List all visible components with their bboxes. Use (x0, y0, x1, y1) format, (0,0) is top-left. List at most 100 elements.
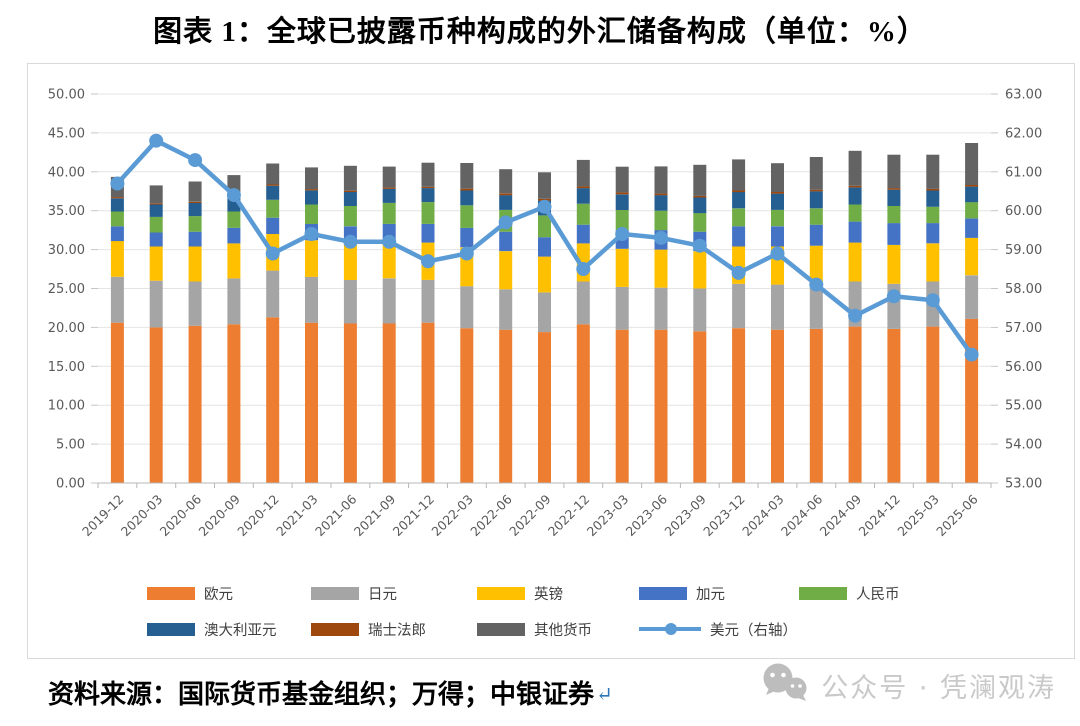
bar-segment (848, 326, 862, 483)
usd-line-marker (537, 199, 552, 214)
bar-segment (188, 325, 202, 483)
x-axis-label: 2024-03 (739, 492, 787, 540)
bar-segment (732, 226, 746, 247)
right-axis-tick-label: 53.00 (1005, 477, 1042, 492)
usd-line-marker (770, 246, 785, 261)
legend-label: 欧元 (204, 586, 233, 603)
bar-segment (149, 246, 163, 281)
bar-segment (460, 188, 474, 191)
bar-segment (538, 256, 551, 293)
x-axis-label: 2022-06 (467, 491, 515, 539)
right-axis-tick-label: 61.00 (1005, 165, 1042, 180)
right-axis-tick-label: 62.00 (1005, 126, 1042, 141)
bar-segment (460, 227, 474, 248)
bar-segment (421, 322, 435, 483)
bar-segment (305, 240, 318, 277)
bar-segment (693, 288, 707, 332)
usd-line-marker (382, 234, 397, 249)
bar-segment (188, 231, 202, 247)
bar-segment (421, 162, 435, 187)
usd-line-marker (226, 188, 241, 203)
legend-item: 美元（右轴） (639, 621, 797, 639)
watermark: 公众号 · 凭澜观涛 (759, 660, 1056, 710)
x-axis-label: 2025-06 (933, 491, 981, 539)
x-axis-label: 2023-03 (584, 492, 632, 540)
x-axis-label: 2020-12 (234, 492, 282, 540)
bar-segment (188, 246, 202, 282)
bar-segment (887, 206, 901, 224)
legend-swatch (799, 586, 847, 600)
bar-segment (188, 281, 202, 326)
bar-segment (576, 224, 590, 244)
bar-segment (149, 216, 163, 233)
usd-line-marker (809, 277, 824, 292)
bar-segment (693, 213, 707, 232)
legend-label: 瑞士法郎 (368, 622, 426, 639)
bar-segment (149, 280, 163, 328)
bar-segment (110, 197, 124, 199)
bar-segment (110, 226, 124, 242)
usd-line-marker (654, 230, 668, 245)
bar-segment (926, 188, 940, 191)
bar-segment (149, 204, 163, 217)
bar-segment (926, 154, 940, 189)
x-axis-label: 2021-06 (312, 491, 360, 539)
bar-2022-09 (538, 172, 551, 483)
bar-2020-06 (188, 181, 202, 483)
bar-segment (693, 331, 707, 483)
bar-2020-12 (266, 163, 280, 483)
bar-segment (149, 203, 163, 205)
bar-segment (110, 276, 124, 323)
bar-segment (343, 192, 357, 206)
legend-line-marker (665, 623, 677, 635)
bar-segment (305, 322, 318, 483)
bar-2022-12 (576, 159, 590, 483)
left-axis-tick-label: 10.00 (48, 399, 85, 414)
bar-segment (732, 283, 746, 329)
bar-segment (809, 191, 823, 209)
bar-segment (421, 279, 435, 323)
right-axis-tick-label: 54.00 (1005, 438, 1042, 453)
legend-item: 欧元 (147, 585, 233, 603)
bar-segment (965, 318, 979, 483)
legend-label: 人民币 (856, 586, 900, 603)
bar-segment (848, 204, 862, 222)
x-axis-label: 2021-03 (273, 492, 321, 540)
right-axis-tick-label: 56.00 (1005, 360, 1042, 375)
bar-2023-06 (654, 166, 668, 483)
bar-segment (965, 237, 979, 276)
bar-segment (654, 193, 668, 196)
bar-segment (149, 232, 163, 247)
bar-segment (460, 190, 474, 206)
bar-segment (538, 332, 551, 483)
bar-2021-06 (343, 165, 357, 483)
bar-segment (771, 226, 784, 247)
source-note: 资料来源：国际货币基金组织；万得；中银证券 ↵ (48, 674, 613, 711)
bar-segment (382, 323, 396, 483)
bar-segment (538, 237, 551, 257)
x-axis-label: 2021-09 (351, 491, 399, 539)
bar-segment (926, 223, 940, 244)
legend-item: 其他货币 (477, 621, 592, 639)
bar-segment (887, 188, 901, 190)
bar-2022-03 (460, 163, 474, 483)
x-axis-label: 2024-09 (817, 491, 865, 539)
bar-segment (305, 167, 318, 190)
bar-2020-09 (227, 175, 241, 483)
bar-segment (887, 223, 901, 245)
bar-segment (848, 185, 862, 188)
x-axis-label: 2021-12 (390, 492, 438, 540)
bar-segment (809, 157, 823, 190)
bar-segment (305, 189, 318, 191)
bar-segment (227, 227, 241, 244)
chart-frame: 0.00 5.00 10.00 15.00 20.00 25.00 30.00 35.00 40… (27, 63, 1075, 659)
usd-line-marker (149, 133, 164, 148)
usd-line-marker (421, 254, 435, 269)
bar-segment (887, 329, 901, 483)
bar-segment (615, 166, 629, 193)
bar-segment (499, 231, 513, 252)
bar-segment (771, 329, 784, 483)
legend-swatch (147, 622, 195, 636)
bar-segment (460, 328, 474, 483)
bar-segment (848, 150, 862, 186)
